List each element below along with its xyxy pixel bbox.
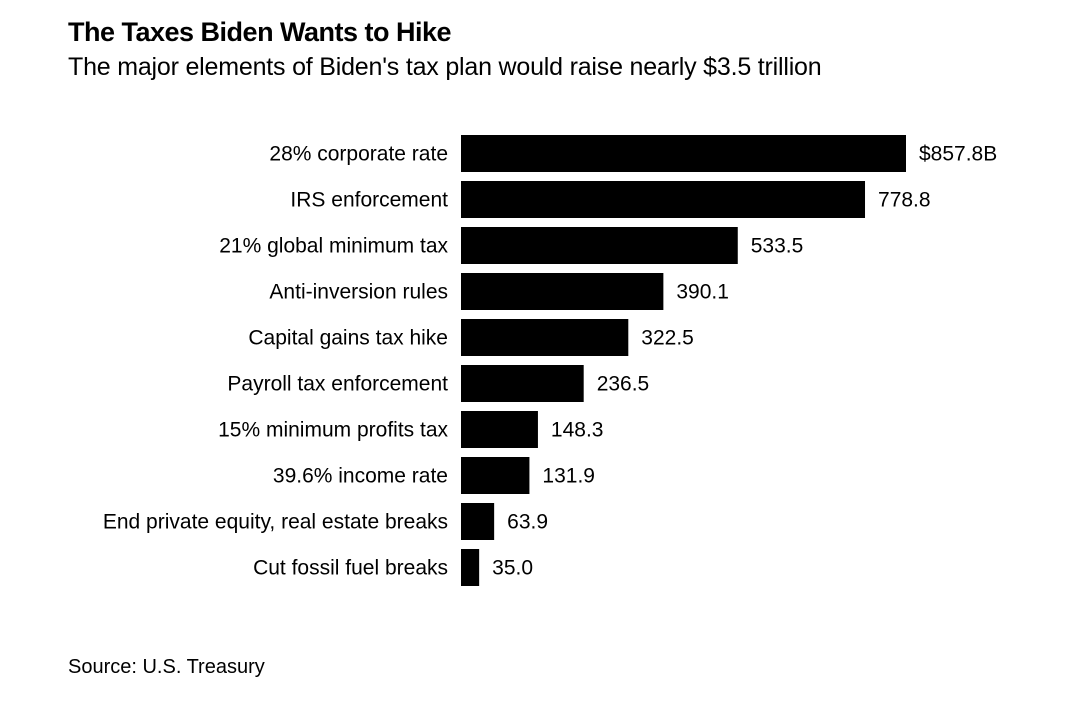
bar — [461, 411, 538, 448]
value-label: 533.5 — [751, 235, 804, 258]
category-label: IRS enforcement — [290, 189, 448, 212]
bar — [461, 273, 664, 310]
value-label: 236.5 — [597, 373, 650, 396]
bar — [461, 549, 480, 586]
bar — [461, 135, 906, 172]
chart-subtitle: The major elements of Biden's tax plan w… — [68, 53, 822, 81]
value-label: 63.9 — [507, 511, 548, 534]
category-label: 15% minimum profits tax — [218, 419, 448, 442]
bar — [461, 457, 530, 494]
value-label: 322.5 — [641, 327, 694, 350]
category-label: 28% corporate rate — [269, 143, 448, 166]
chart-title: The Taxes Biden Wants to Hike — [68, 17, 452, 47]
bar — [461, 319, 629, 356]
category-label: 39.6% income rate — [273, 465, 448, 488]
bar — [461, 227, 738, 264]
category-label: 21% global minimum tax — [219, 235, 448, 258]
category-label: Cut fossil fuel breaks — [253, 557, 448, 580]
value-label: 148.3 — [551, 419, 604, 442]
source-note: Source: U.S. Treasury — [68, 656, 265, 678]
category-label: End private equity, real estate breaks — [103, 511, 448, 534]
value-label: 390.1 — [676, 281, 729, 304]
bar — [461, 365, 584, 402]
value-label: 35.0 — [492, 557, 533, 580]
value-label: 131.9 — [542, 465, 595, 488]
value-label: $857.8B — [919, 143, 997, 166]
category-label: Anti-inversion rules — [269, 281, 448, 304]
bar — [461, 503, 495, 540]
category-label: Capital gains tax hike — [248, 327, 448, 350]
value-label: 778.8 — [878, 189, 931, 212]
category-label: Payroll tax enforcement — [227, 373, 448, 396]
bar — [461, 181, 866, 218]
